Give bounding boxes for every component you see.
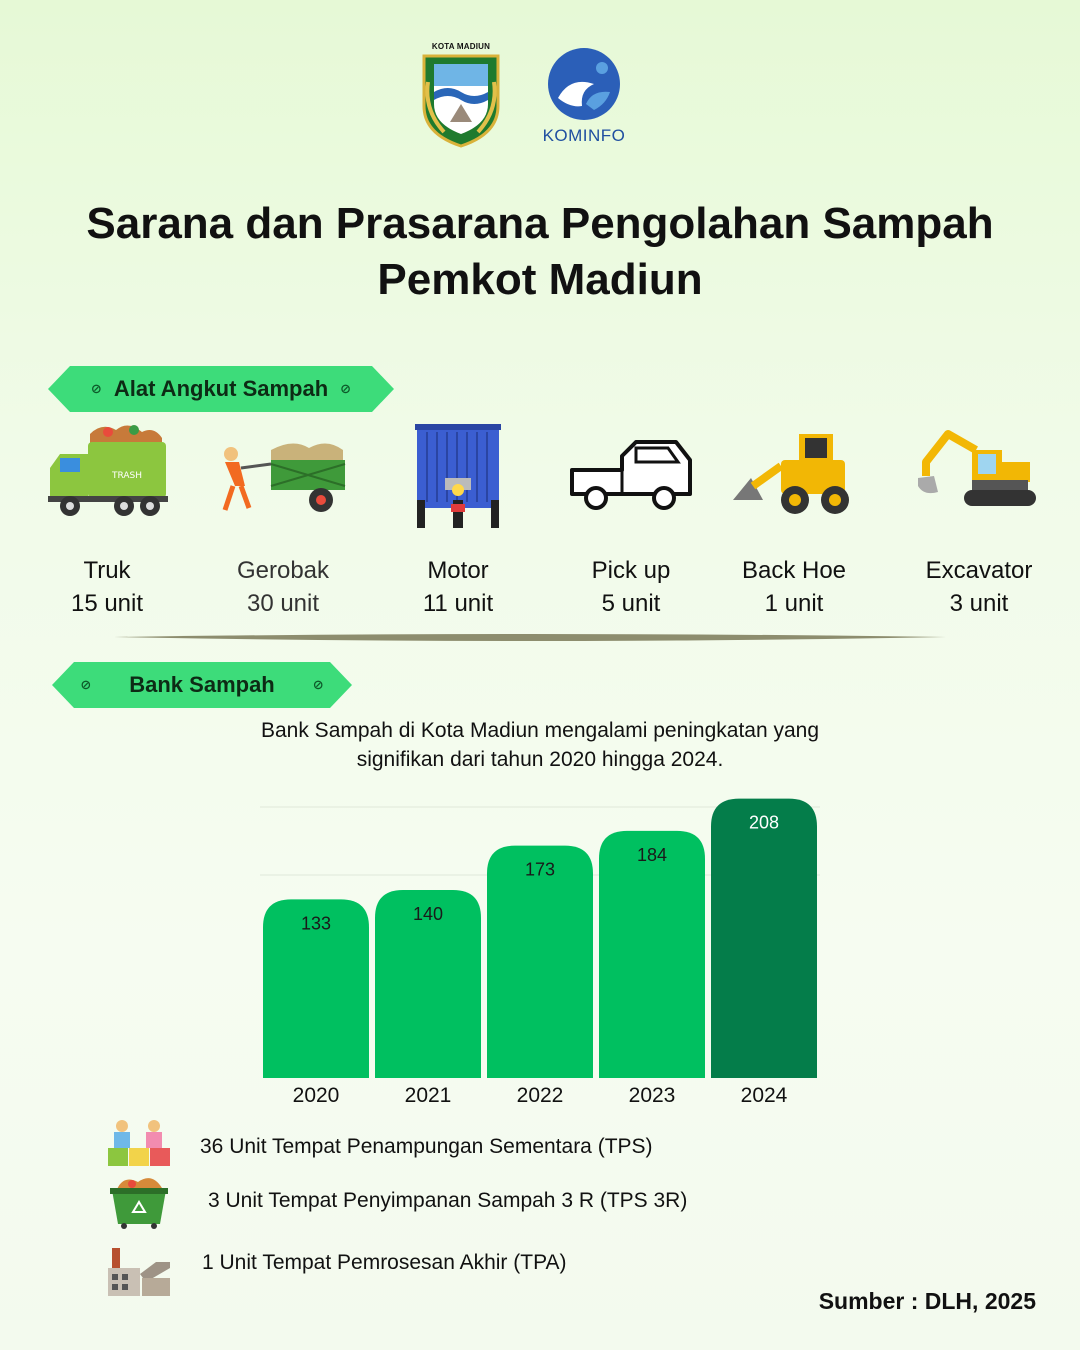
vehicle-name: Back Hoe bbox=[741, 557, 847, 584]
facility-text: 1 Unit Tempat Pemrosesan Akhir (TPA) bbox=[202, 1251, 567, 1274]
bar-2023 bbox=[599, 830, 705, 1078]
garbage-truck-icon: TRASH bbox=[48, 425, 168, 516]
ribbon-bullet-icon: ⊘ bbox=[90, 381, 102, 396]
title-line-1: Sarana dan Prasarana Pengolahan Sampah bbox=[86, 199, 994, 248]
vehicle-name: Motor bbox=[427, 557, 489, 584]
section-divider bbox=[114, 634, 946, 641]
x-tick-label: 2020 bbox=[293, 1084, 340, 1107]
vehicle-truk: TRASH Truk 15 unit bbox=[22, 420, 192, 630]
svg-text:TRASH: TRASH bbox=[111, 471, 142, 481]
x-tick-label: 2022 bbox=[517, 1084, 564, 1107]
factory-icon bbox=[108, 1248, 170, 1296]
motor-cargo-icon bbox=[415, 424, 501, 528]
vehicle-name: Excavator bbox=[925, 557, 1033, 584]
vehicle-motor: Motor 11 unit bbox=[373, 420, 543, 630]
page-title: Sarana dan Prasarana Pengolahan Sampah P… bbox=[40, 196, 1040, 308]
section-label-transport: Alat Angkut Sampah bbox=[113, 376, 329, 401]
vehicle-gerobak: Gerobak 30 unit bbox=[198, 420, 368, 630]
bar-value-label: 184 bbox=[637, 845, 667, 865]
bar-value-label: 173 bbox=[525, 860, 555, 880]
vehicle-count: 30 unit bbox=[246, 590, 320, 617]
pickup-truck-icon bbox=[570, 440, 692, 510]
bar-2022 bbox=[487, 845, 593, 1078]
bar-value-label: 140 bbox=[413, 904, 443, 924]
description-line-1: Bank Sampah di Kota Madiun mengalami pen… bbox=[260, 719, 820, 742]
vehicle-count: 5 unit bbox=[601, 590, 661, 617]
vehicle-count: 3 unit bbox=[949, 590, 1009, 617]
section-label-bank: Bank Sampah bbox=[129, 672, 275, 697]
kominfo-emblem-icon bbox=[548, 48, 620, 120]
tps-icon bbox=[108, 1120, 170, 1166]
vehicle-name: Truk bbox=[83, 557, 131, 584]
facility-text: 3 Unit Tempat Penyimpanan Sampah 3 R (TP… bbox=[208, 1189, 688, 1212]
facility-tpa bbox=[106, 1244, 172, 1296]
vehicle-pickup: Pick up 5 unit bbox=[546, 420, 716, 630]
facility-tps bbox=[104, 1116, 174, 1168]
vehicle-excavator: Excavator 3 unit bbox=[894, 420, 1064, 630]
x-tick-label: 2024 bbox=[741, 1084, 788, 1107]
backhoe-icon bbox=[733, 434, 849, 514]
bar-2021 bbox=[375, 890, 481, 1078]
excavator-icon bbox=[918, 430, 1036, 506]
section-ribbon-transport: ⊘ Alat Angkut Sampah ⊘ bbox=[48, 366, 394, 412]
vehicle-backhoe: Back Hoe 1 unit bbox=[709, 420, 879, 630]
x-tick-label: 2021 bbox=[405, 1084, 452, 1107]
section-ribbon-bank: ⊘ Bank Sampah ⊘ bbox=[52, 662, 352, 708]
kominfo-logo: KOMINFO bbox=[536, 46, 632, 146]
ribbon-bullet-icon: ⊘ bbox=[312, 677, 324, 692]
source-note: Sumber : DLH, 2025 bbox=[818, 1288, 1036, 1314]
vehicle-name: Pick up bbox=[591, 557, 671, 584]
bar-value-label: 208 bbox=[749, 813, 779, 833]
description-line-2: signifikan dari tahun 2020 hingga 2024. bbox=[356, 748, 724, 771]
facility-tps3r bbox=[108, 1170, 170, 1230]
ribbon-bullet-icon: ⊘ bbox=[340, 381, 352, 396]
vehicle-count: 1 unit bbox=[764, 590, 824, 617]
bank-description: Bank Sampah di Kota Madiun mengalami pen… bbox=[140, 716, 940, 774]
bar-2024 bbox=[711, 798, 817, 1078]
kominfo-label: KOMINFO bbox=[542, 126, 626, 145]
ribbon-bullet-icon: ⊘ bbox=[80, 677, 92, 692]
dumpster-icon bbox=[110, 1178, 168, 1229]
bar-2020 bbox=[263, 899, 369, 1078]
facility-text: 36 Unit Tempat Penampungan Sementara (TP… bbox=[200, 1135, 653, 1158]
cart-icon bbox=[222, 443, 346, 512]
city-logo-caption: KOTA MADIUN bbox=[431, 42, 491, 51]
kota-madiun-logo: KOTA MADIUN bbox=[418, 40, 504, 150]
bar-value-label: 133 bbox=[301, 913, 331, 933]
vehicle-name: Gerobak bbox=[236, 557, 330, 584]
title-line-2: Pemkot Madiun bbox=[377, 255, 703, 304]
vehicle-count: 11 unit bbox=[422, 590, 494, 617]
x-tick-label: 2023 bbox=[629, 1084, 676, 1107]
bank-sampah-bar-chart: 133 2020 140 2021 173 2022 184 2023 208 2024 bbox=[260, 798, 820, 1107]
vehicle-count: 15 unit bbox=[70, 590, 144, 617]
city-emblem-icon bbox=[422, 54, 500, 148]
